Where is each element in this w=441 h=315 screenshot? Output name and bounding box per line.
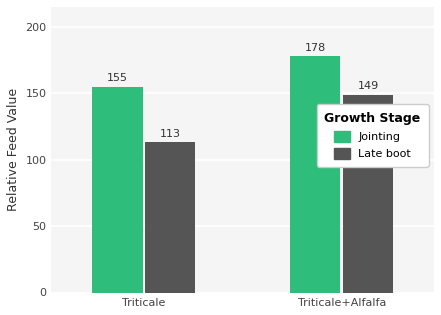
Legend: Jointing, Late boot: Jointing, Late boot [317, 104, 429, 167]
Bar [343, 94, 393, 293]
Bar [290, 56, 340, 293]
Y-axis label: Relative Feed Value: Relative Feed Value [7, 88, 20, 211]
Bar [145, 142, 195, 293]
Text: 149: 149 [358, 81, 379, 91]
Text: 178: 178 [305, 43, 326, 53]
Bar [92, 87, 142, 293]
Text: 113: 113 [160, 129, 181, 139]
Text: 155: 155 [107, 73, 128, 83]
